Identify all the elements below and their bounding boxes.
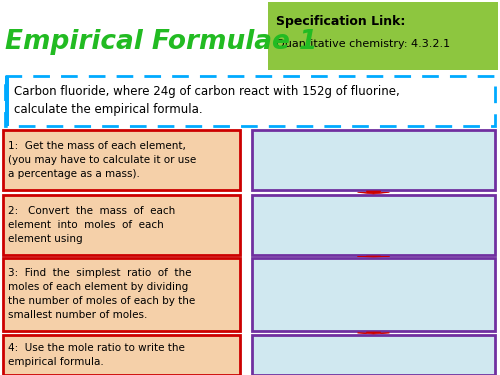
FancyBboxPatch shape [252, 258, 495, 331]
Text: Quantitative chemistry: 4.3.2.1: Quantitative chemistry: 4.3.2.1 [276, 39, 450, 49]
FancyBboxPatch shape [252, 195, 495, 255]
FancyBboxPatch shape [3, 130, 240, 190]
Text: 2:   Convert  the  mass  of  each
element  into  moles  of  each
element using: 2: Convert the mass of each element into… [8, 206, 175, 244]
FancyBboxPatch shape [5, 76, 9, 126]
Polygon shape [358, 256, 390, 257]
FancyBboxPatch shape [3, 258, 240, 331]
Text: 3:  Find  the  simplest  ratio  of  the
moles of each element by dividing
the nu: 3: Find the simplest ratio of the moles … [8, 268, 195, 321]
Polygon shape [358, 191, 390, 194]
FancyBboxPatch shape [5, 76, 495, 126]
Text: 4:  Use the mole ratio to write the
empirical formula.: 4: Use the mole ratio to write the empir… [8, 343, 185, 367]
FancyBboxPatch shape [3, 195, 240, 255]
Polygon shape [358, 332, 390, 334]
FancyBboxPatch shape [3, 335, 240, 375]
Text: Specification Link:: Specification Link: [276, 15, 406, 28]
FancyBboxPatch shape [268, 2, 498, 70]
Text: 1:  Get the mass of each element,
(you may have to calculate it or use
a percent: 1: Get the mass of each element, (you ma… [8, 141, 196, 179]
FancyBboxPatch shape [252, 130, 495, 190]
Text: Carbon fluoride, where 24g of carbon react with 152g of fluorine,
calculate the : Carbon fluoride, where 24g of carbon rea… [14, 86, 400, 117]
FancyBboxPatch shape [252, 335, 495, 375]
Text: Empirical Formulae 1: Empirical Formulae 1 [5, 29, 318, 55]
